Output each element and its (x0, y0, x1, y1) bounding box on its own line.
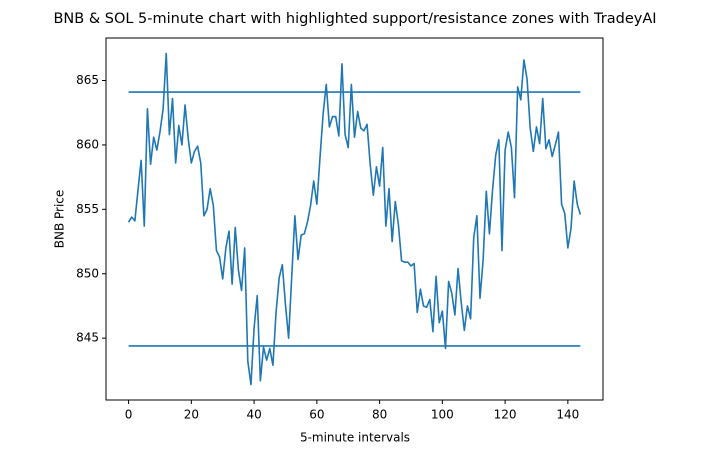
x-tick-label: 40 (246, 408, 261, 422)
x-tick-label: 60 (309, 408, 324, 422)
y-tick-label: 845 (76, 331, 99, 345)
x-axis-label: 5-minute intervals (300, 431, 410, 445)
plot-frame (105, 37, 604, 401)
x-tick-label: 120 (494, 408, 517, 422)
y-tick-label: 855 (76, 202, 99, 216)
x-tick-label: 20 (184, 408, 199, 422)
x-tick-label: 80 (372, 408, 387, 422)
x-tick-label: 100 (431, 408, 454, 422)
y-tick-label: 865 (76, 73, 99, 87)
price-line (127, 52, 582, 386)
x-tick-label: 140 (556, 408, 579, 422)
y-axis-label: BNB Price (53, 190, 67, 249)
y-tick-label: 850 (76, 266, 99, 280)
chart-title: BNB & SOL 5-minute chart with highlighte… (53, 11, 656, 27)
y-tick-label: 860 (76, 137, 99, 151)
x-tick-label: 0 (125, 408, 133, 422)
